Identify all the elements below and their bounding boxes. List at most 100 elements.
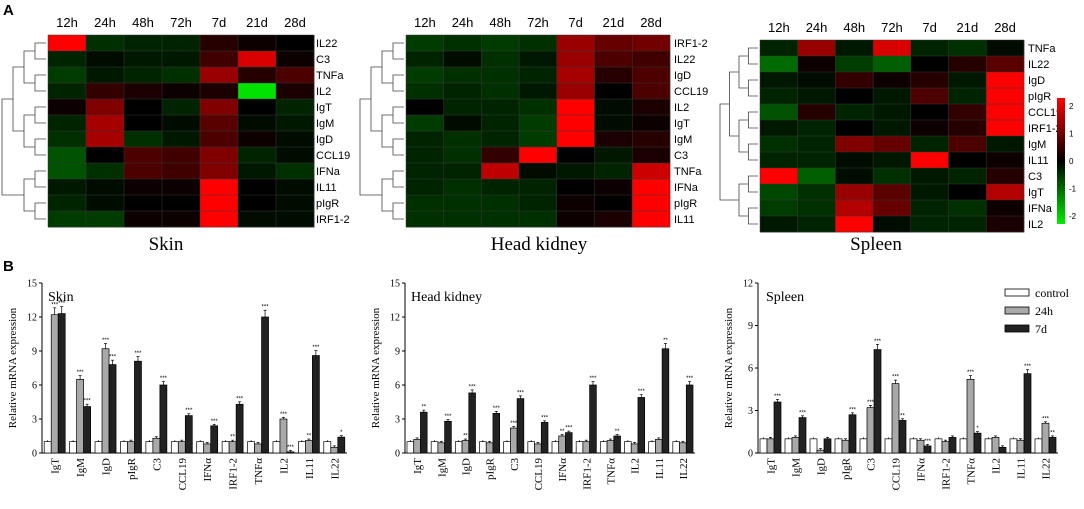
heatmap-cell [986,88,1025,105]
heatmap-cell [835,104,874,121]
bar-24h [1016,439,1025,454]
y-tick-label: 0 [32,449,37,460]
heatmap-cell [556,211,595,228]
heatmap-cell [632,195,671,212]
panel-label-b: B [3,258,14,275]
bar-control [859,438,868,454]
heatmap-cell [519,99,558,116]
heatmap-column-label: 7d [568,15,582,30]
heatmap-cell [948,152,987,169]
bar-24h [177,441,186,454]
heatmap-cell [556,67,595,84]
bar-control [784,438,793,454]
heatmap-cell [124,131,163,148]
significance-mark: *** [867,400,875,406]
heatmap-cell [406,163,445,180]
x-category-label: IgM [791,458,803,477]
heatmap-cell [406,35,445,52]
heatmap-cell [48,179,87,196]
x-category-label: IFNα [557,458,569,482]
heatmap-row-label: IL2 [674,102,689,114]
bar-7d [516,398,525,454]
heatmap-cell [797,136,836,153]
heatmap-cell [481,179,520,196]
dendrogram-branch [1,98,24,196]
heatmap-cell [276,35,315,52]
heatmap-cell [238,51,277,68]
bar-control [430,441,439,454]
heatmap-cell [594,67,633,84]
heatmap-cell [48,83,87,100]
heatmap-cell [797,200,836,217]
heatmap-cell [162,147,201,164]
heatmap-cell [443,83,482,100]
heatmap-cell [519,35,558,52]
heatmap-cell [519,195,558,212]
heatmap-cell [986,40,1025,57]
x-category-label: pIgR [126,457,138,480]
heatmap-cell [519,83,558,100]
significance-mark: *** [849,407,857,413]
heatmap-cell [632,147,671,164]
x-category-label: C3 [151,458,163,471]
bar-24h [305,440,313,454]
bar-24h [437,442,445,454]
heatmap-cell [760,120,799,137]
heatmap-column-label: 24h [94,15,116,30]
heatmap-cell [276,163,315,180]
bar-control [120,441,128,454]
x-category-label: CCL19 [891,458,903,491]
heatmap-row-label: IL22 [316,38,337,50]
color-scale-bar [1057,98,1065,224]
x-category-label: IgT [766,458,778,474]
bar-control [503,441,511,454]
bar-control [809,438,818,454]
heatmap-cell [556,35,595,52]
heatmap-cell [443,131,482,148]
bar-control [575,441,584,454]
heatmap-cell [594,51,633,68]
x-category-label: IgD [816,458,828,475]
heatmap-column-label: 12h [56,15,78,30]
heatmap-cell [200,67,239,84]
heatmap-cell [986,152,1025,169]
heatmap-row-label: C3 [674,150,688,162]
heatmap-cell [519,51,558,68]
heatmap-cell [556,99,595,116]
heatmap-cell [86,115,125,132]
heatmap-cell [910,104,949,121]
y-tick-label: 9 [395,347,400,358]
heatmap-cell [86,211,125,228]
heatmap-cell [760,40,799,57]
x-category-label: IL11 [654,458,666,479]
bar-7d [773,401,782,454]
heatmap-cell [594,35,633,52]
heatmap-column-label: 21d [956,20,978,35]
heatmap-cell [276,99,315,116]
bar-24h [330,446,339,454]
color-scale-tick: 1 [1069,130,1074,139]
heatmap-cell [797,120,836,137]
bar-control [527,441,535,454]
bar-control [221,441,230,454]
x-category-label: IRF1-2 [228,458,240,490]
heatmap-cell [873,104,912,121]
heatmap-cell [760,152,799,169]
heatmap-cell [443,147,482,164]
significance-mark: *** [236,396,244,402]
heatmap-row-label: IL22 [1028,59,1049,71]
significance-mark: *** [510,421,518,427]
dendrogram-branch [370,66,382,132]
heatmap-cell [873,88,912,105]
bar-control [648,441,656,454]
bar-control [94,441,103,454]
chart-title: Spleen [766,290,804,305]
x-category-label: IgD [101,458,113,475]
bar-24h [766,438,775,454]
heatmap-cell [238,35,277,52]
heatmap-cell [594,195,633,212]
heatmap-cell [632,67,671,84]
heatmap-cell [406,83,445,100]
